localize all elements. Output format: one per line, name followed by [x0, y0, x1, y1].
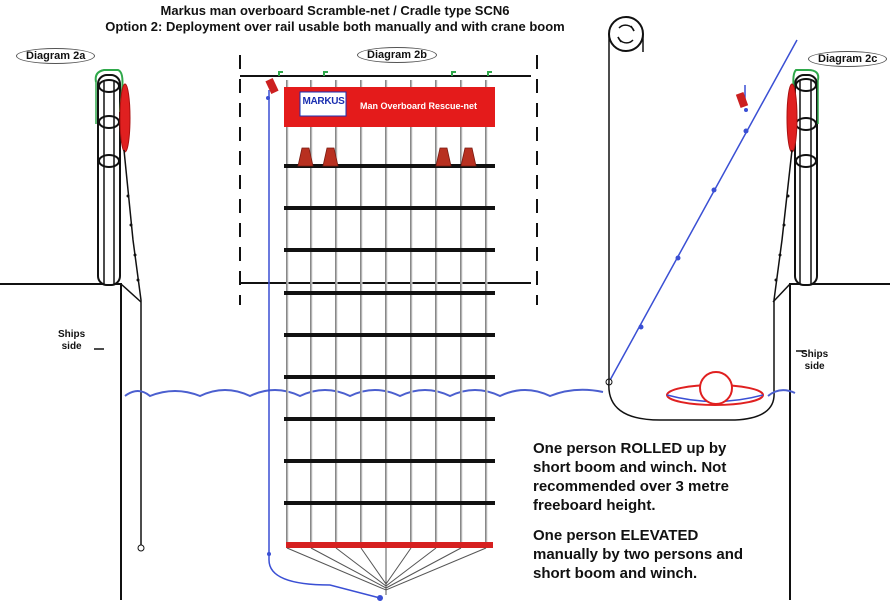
right-ships-side-line2: side — [804, 361, 825, 372]
left-ships-side-label: Ships side — [58, 329, 85, 353]
diagram-2a-label: Diagram 2a — [16, 48, 96, 64]
note2-line3: short boom and winch. — [533, 565, 698, 582]
right-ships-side-line1: Ships — [801, 349, 829, 360]
note2-line2: manually by two persons and — [533, 546, 744, 563]
left-float — [119, 83, 131, 153]
note1-line4: freeboard height. — [533, 497, 656, 514]
note2-line1: One person ELEVATED — [533, 527, 699, 544]
cradle-sling — [608, 371, 775, 421]
crane-boom — [605, 39, 798, 386]
net-banner-text: Man Overboard Rescue-net — [360, 101, 478, 111]
right-float — [786, 83, 798, 153]
water-surface — [124, 388, 796, 398]
note-elevated: One person ELEVATED manually by two pers… — [533, 526, 833, 583]
left-hanging-rope — [123, 149, 145, 552]
net-logo-text: MARKUS — [302, 96, 345, 107]
diagram-2c-label: Diagram 2c — [808, 51, 888, 67]
net-logo-box — [299, 91, 347, 117]
right-hanging-rope — [773, 149, 793, 392]
diagram-2b-label: Diagram 2b — [357, 47, 437, 63]
note1-line2: short boom and winch. Not — [533, 459, 727, 476]
left-ships-side-line2: side — [61, 341, 82, 352]
note-rolled-up: One person ROLLED up by short boom and w… — [533, 439, 833, 515]
left-ships-side-line1: Ships — [58, 329, 86, 340]
title-line-1: Markus man overboard Scramble-net / Crad… — [160, 3, 510, 18]
left-railing-post — [94, 69, 124, 286]
net-cone-floats — [297, 147, 477, 167]
right-ship-hull — [772, 283, 890, 600]
right-ships-side-label: Ships side — [801, 349, 828, 373]
title-line-2: Option 2: Deployment over rail usable bo… — [105, 19, 565, 34]
rail-clips — [278, 71, 492, 76]
net-bottom-bar — [286, 542, 493, 548]
net-vertical-inner — [287, 80, 488, 545]
note1-line1: One person ROLLED up by — [533, 440, 727, 457]
right-hook-icon — [735, 85, 749, 112]
left-ship-hull — [0, 283, 142, 600]
winch-drum — [608, 16, 644, 382]
net-bridle — [286, 547, 487, 595]
net-rungs — [284, 164, 495, 505]
net-haul-line — [265, 77, 383, 601]
right-railing-post — [792, 69, 820, 286]
note1-line3: recommended over 3 metre — [533, 478, 729, 495]
